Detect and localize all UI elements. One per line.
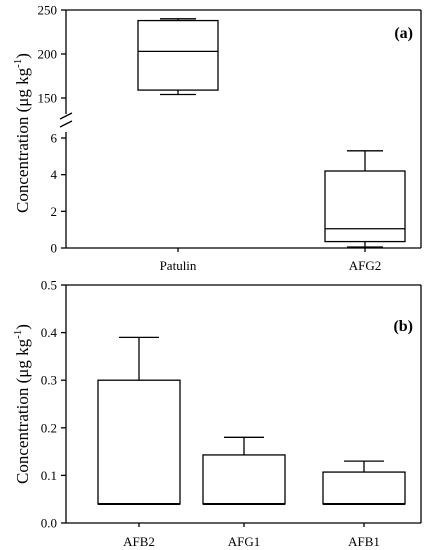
panel-a-label: (a)	[394, 25, 413, 42]
panel-a-y-tick-label: 6	[51, 131, 58, 146]
panel-a-y-label-close: )	[13, 53, 32, 59]
panel-a-y-label-main: Concentration (μg kg	[13, 67, 32, 213]
box-iqr	[322, 471, 406, 505]
panel-a-y-tick-label: 250	[38, 3, 58, 18]
box-iqr	[97, 379, 181, 505]
panel-a-y-tick-label: 200	[38, 47, 58, 62]
panel-a-y-tick-label: 150	[38, 91, 58, 106]
panel-b-box-afb1	[322, 460, 406, 505]
box-iqr	[324, 170, 406, 243]
panel-b: Concentration (μg kg-1) (b) 0.0 0.1 0.2 0.3…	[12, 278, 422, 549]
panel-b-y-label-main: Concentration (μg kg	[13, 338, 32, 484]
panel-a-y-tick-label: 0	[51, 241, 58, 256]
panel-b-box-afb2	[97, 336, 181, 505]
panel-a-box-afg2	[324, 150, 406, 248]
panel-a-box-patulin	[137, 18, 219, 96]
panel-b-y-axis-label: Concentration (μg kg-1)	[12, 324, 32, 484]
panel-b-y-tick-label: 0.2	[41, 420, 57, 435]
panel-b-y-tick-label: 0.4	[41, 325, 58, 340]
panel-b-y-label-close: )	[13, 324, 32, 330]
panel-b-y-tick-label: 0.1	[41, 468, 57, 483]
panel-a-y-label-superscript: -1	[12, 59, 24, 68]
panel-b-label: (b)	[393, 318, 413, 335]
panel-b-y-tick-label: 0.3	[41, 373, 57, 388]
panel-a-category-label: Patulin	[160, 258, 197, 273]
panel-a-category-label: AFG2	[349, 258, 382, 273]
panel-a-y-tick-label: 2	[51, 204, 58, 219]
box-iqr	[202, 454, 286, 505]
panel-b-box-afg1	[202, 436, 286, 505]
panel-a: Concentration (μg kg-1) (a) 150 200 250 0 2 4…	[12, 3, 422, 273]
panel-a-axis-break-mark	[59, 120, 73, 128]
panel-b-y-tick-label: 0.5	[41, 278, 57, 293]
panel-a-y-tick-label: 4	[51, 167, 58, 182]
panel-b-y-tick-label: 0.0	[41, 516, 57, 531]
panel-a-y-axis-label: Concentration (μg kg-1)	[12, 53, 32, 213]
panel-b-category-label: AFG1	[228, 534, 261, 549]
panel-b-category-label: AFB1	[348, 534, 380, 549]
panel-b-y-label-superscript: -1	[12, 330, 24, 339]
box-iqr	[137, 19, 219, 91]
panel-b-category-label: AFB2	[123, 534, 155, 549]
panel-a-axis-break-mark	[59, 112, 73, 120]
